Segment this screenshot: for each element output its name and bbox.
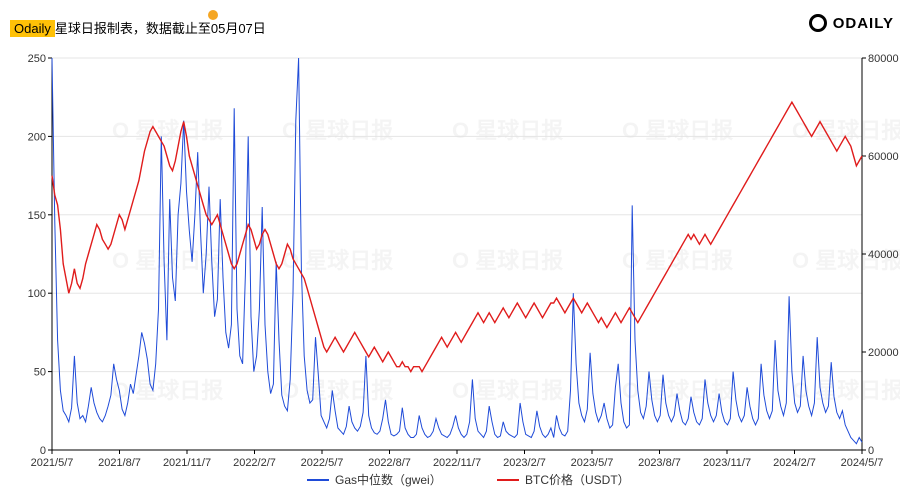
svg-text:2022/11/7: 2022/11/7 — [433, 457, 481, 469]
svg-text:O 星球日报: O 星球日报 — [452, 378, 563, 403]
svg-text:2023/2/7: 2023/2/7 — [503, 457, 546, 469]
svg-text:2022/2/7: 2022/2/7 — [233, 457, 276, 469]
chart-container: O 星球日报 O 星球日报 O 星球日报 O 星球日报 O 星球日报 O 星球日报 O 星球… — [10, 50, 900, 490]
svg-text:O 星球日报: O 星球日报 — [452, 118, 563, 143]
svg-text:20000: 20000 — [868, 347, 899, 359]
svg-text:O 星球日报: O 星球日报 — [622, 118, 733, 143]
svg-text:BTC价格（USDT）: BTC价格（USDT） — [525, 472, 630, 487]
svg-text:50: 50 — [34, 367, 46, 379]
brand: ODAILY — [809, 14, 894, 32]
brand-logo-icon — [809, 14, 827, 32]
svg-text:2022/8/7: 2022/8/7 — [368, 457, 411, 469]
svg-text:O 星球日报: O 星球日报 — [792, 378, 900, 403]
svg-text:0: 0 — [40, 445, 46, 457]
svg-text:0: 0 — [868, 445, 874, 457]
svg-text:2022/5/7: 2022/5/7 — [301, 457, 344, 469]
svg-text:2024/2/7: 2024/2/7 — [773, 457, 816, 469]
svg-text:60000: 60000 — [868, 151, 899, 163]
svg-text:40000: 40000 — [868, 249, 899, 261]
svg-text:100: 100 — [28, 288, 46, 300]
svg-text:80000: 80000 — [868, 53, 899, 65]
svg-text:150: 150 — [28, 210, 46, 222]
svg-text:2021/5/7: 2021/5/7 — [31, 457, 74, 469]
svg-text:200: 200 — [28, 131, 46, 143]
svg-text:O 星球日报: O 星球日报 — [282, 118, 393, 143]
svg-text:O 星球日报: O 星球日报 — [452, 248, 563, 273]
header-highlight: Odaily — [10, 20, 55, 37]
svg-text:2024/5/7: 2024/5/7 — [841, 457, 884, 469]
orange-dot-icon — [208, 10, 218, 20]
chart-header: Odaily星球日报制表，数据截止至05月07日 — [10, 18, 266, 37]
brand-text: ODAILY — [833, 15, 894, 32]
svg-text:Gas中位数（gwei）: Gas中位数（gwei） — [335, 472, 442, 487]
svg-text:O 星球日报: O 星球日报 — [112, 118, 223, 143]
svg-text:2023/5/7: 2023/5/7 — [571, 457, 614, 469]
svg-text:O 星球日报: O 星球日报 — [282, 378, 393, 403]
svg-text:2021/11/7: 2021/11/7 — [163, 457, 211, 469]
chart-svg: O 星球日报 O 星球日报 O 星球日报 O 星球日报 O 星球日报 O 星球日报 O 星球… — [10, 50, 900, 490]
svg-text:2023/11/7: 2023/11/7 — [703, 457, 751, 469]
svg-text:2021/8/7: 2021/8/7 — [98, 457, 141, 469]
header-rest: 星球日报制表，数据截止至05月07日 — [55, 21, 266, 36]
svg-text:250: 250 — [28, 53, 46, 65]
svg-text:2023/8/7: 2023/8/7 — [638, 457, 681, 469]
